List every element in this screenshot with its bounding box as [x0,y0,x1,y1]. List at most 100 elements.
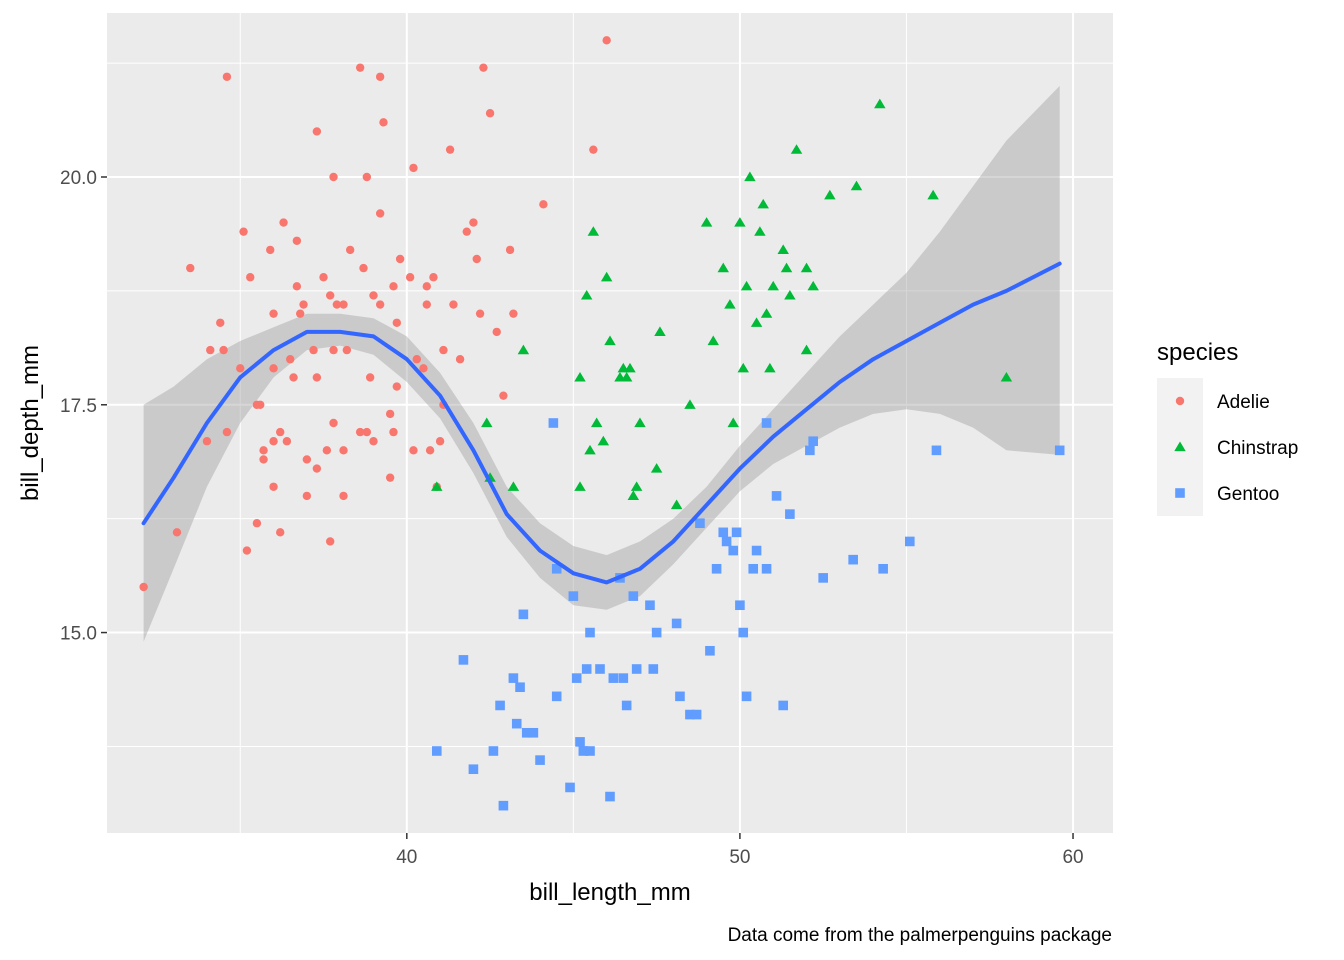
legend-label-gentoo: Gentoo [1217,484,1279,505]
data-point-adelie [332,300,342,309]
legend-key-adelie [1175,396,1185,406]
data-point-chinstrap [800,262,813,273]
data-point-gentoo [785,509,795,519]
data-point-adelie [509,309,518,318]
data-point-adelie [269,364,278,373]
axes: 40 50 60 15.0 17.5 20.0 [60,168,1084,868]
data-point-adelie [405,273,415,282]
data-point-gentoo [731,527,742,538]
data-point-adelie [256,400,265,409]
data-point-gentoo [548,418,559,428]
data-point-chinstrap [600,271,613,282]
data-point-adelie [339,491,348,501]
data-point-gentoo [575,737,585,747]
points-layer [139,36,1065,811]
data-point-chinstrap [481,417,493,428]
data-point-adelie [296,309,305,318]
data-point-gentoo [931,445,942,456]
data-point-adelie [385,409,395,419]
data-point-gentoo [621,700,632,711]
data-point-adelie [329,418,338,428]
data-point-adelie [186,263,195,273]
data-point-adelie [302,455,312,464]
data-point-chinstrap [707,335,719,346]
data-point-adelie [269,437,278,446]
data-point-chinstrap [927,189,939,200]
x-tick-label: 60 [1062,847,1083,868]
data-point-gentoo [735,600,745,611]
data-point-gentoo [581,664,592,674]
data-point-adelie [362,172,372,182]
data-point-gentoo [718,527,729,538]
data-point-adelie [392,318,402,327]
data-point-adelie [355,63,365,72]
caption: Data come from the palmerpenguins packag… [728,925,1112,946]
data-point-adelie [292,282,302,291]
data-point-chinstrap [634,417,646,428]
data-point-adelie [266,245,275,255]
data-point-adelie [589,145,598,154]
data-point-adelie [359,263,368,273]
data-point-chinstrap [590,417,603,428]
data-point-chinstrap [764,362,776,373]
data-point-chinstrap [1000,371,1013,382]
data-point-adelie [202,437,212,446]
data-point-gentoo [905,536,915,547]
data-point-chinstrap [627,490,640,500]
x-tick-label: 40 [396,847,417,868]
smooth-line [141,261,1062,585]
data-point-gentoo [498,800,509,811]
data-point-adelie [342,345,352,355]
data-point-adelie [236,364,245,373]
data-point-chinstrap [580,289,593,300]
data-point-chinstrap [670,499,683,510]
data-point-gentoo [685,709,695,720]
data-point-gentoo [608,673,619,683]
data-point-adelie [475,309,485,318]
data-point-gentoo [458,655,469,665]
data-point-adelie [329,172,338,182]
data-point-gentoo [771,491,782,501]
data-point-adelie [375,72,385,81]
data-point-adelie [292,236,302,245]
data-point-adelie [206,345,215,355]
legend-keys [1174,396,1186,498]
data-point-adelie [276,528,285,537]
data-point-chinstrap [740,280,753,291]
data-point-gentoo [878,563,888,574]
data-point-gentoo [518,609,529,620]
data-point-adelie [505,245,515,255]
data-point-gentoo [568,591,579,601]
data-point-chinstrap [574,371,586,382]
data-point-chinstrap [517,344,530,355]
data-point-adelie [339,446,348,455]
data-point-gentoo [515,682,525,693]
data-point-chinstrap [757,198,769,209]
data-point-adelie [242,546,252,555]
legend-key-gentoo [1175,488,1185,498]
data-point-gentoo [585,627,595,638]
data-point-gentoo [431,746,442,756]
data-point-adelie [276,427,285,437]
data-point-gentoo [468,764,479,775]
data-point-adelie [449,300,458,309]
data-point-gentoo [495,700,505,711]
data-point-gentoo [511,718,522,729]
data-point-adelie [429,273,438,282]
data-point-gentoo [805,445,815,456]
data-point-chinstrap [734,217,746,227]
data-point-adelie [389,427,398,437]
data-point-gentoo [571,673,582,683]
data-point-gentoo [741,691,752,702]
data-point-adelie [239,227,248,236]
data-point-chinstrap [767,280,779,291]
data-point-adelie [389,282,398,291]
data-point-adelie [355,427,365,437]
data-point-chinstrap [790,144,803,154]
legend-label-adelie: Adelie [1217,392,1270,413]
data-point-adelie [369,437,378,446]
data-point-gentoo [848,554,858,565]
data-point-chinstrap [597,435,610,446]
data-point-adelie [222,72,232,81]
data-point-adelie [485,109,495,118]
